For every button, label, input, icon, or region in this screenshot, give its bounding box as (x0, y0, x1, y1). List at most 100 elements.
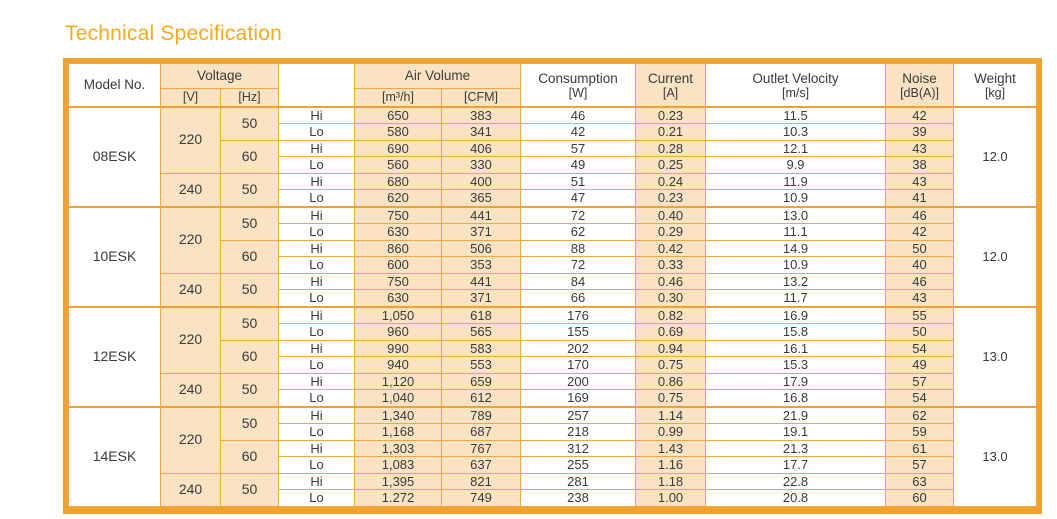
air-volume-m3h-cell: 1,303 (354, 439, 443, 457)
consumption-cell: 170 (520, 356, 637, 374)
outlet-velocity-cell: 14.9 (705, 239, 887, 257)
speed-cell: Hi (278, 472, 356, 490)
weight-cell: 12.0 (953, 205, 1038, 307)
air-volume-cfm-cell: 383 (441, 105, 522, 124)
noise-cell: 60 (885, 489, 955, 507)
spec-row: Lo 1,040 612 169 0.75 16.8 54 (69, 389, 1037, 407)
page-title: Technical Specification (65, 22, 283, 45)
spec-row: Lo 630 371 62 0.29 11.1 42 (69, 223, 1037, 241)
speed-cell: Lo (278, 289, 356, 307)
frequency-cell: 50 (219, 372, 280, 407)
consumption-cell: 88 (520, 239, 637, 257)
frequency-cell: 50 (219, 272, 280, 307)
noise-cell: 39 (885, 123, 955, 141)
voltage-cell: 240 (160, 372, 221, 407)
spec-row: Lo 630 371 66 0.30 11.7 43 (69, 289, 1037, 307)
weight-cell: 13.0 (953, 405, 1038, 507)
outlet-velocity-header-label: Outlet Velocity (752, 71, 839, 87)
speed-cell: Hi (278, 372, 356, 390)
air-volume-cfm-cell: 637 (441, 456, 522, 474)
current-cell: 0.40 (635, 205, 707, 224)
air-volume-m3h-cell: 1.272 (354, 489, 443, 507)
noise-cell: 63 (885, 472, 955, 490)
model-cell: 14ESK (68, 405, 161, 507)
outlet-velocity-cell: 17.7 (705, 456, 887, 474)
current-cell: 0.69 (635, 323, 707, 341)
noise-cell: 42 (885, 105, 955, 124)
model-no-header: Model No. (68, 63, 161, 107)
speed-cell: Hi (278, 205, 356, 224)
speed-cell: Lo (278, 256, 356, 274)
noise-cell: 61 (885, 439, 955, 457)
air-volume-m3h-cell: 690 (354, 139, 443, 157)
spec-row: 10ESK 220 50 Hi 750 441 72 0.40 13.0 46 12.0 (68, 205, 1038, 307)
consumption-cell: 202 (520, 339, 637, 357)
speed-cell: Hi (278, 272, 356, 290)
spec-row: 240 50 Hi 1,120 659 200 0.86 17.9 57 (69, 372, 1037, 407)
consumption-cell: 42 (520, 123, 637, 141)
air-volume-m3h-cell: 650 (354, 105, 443, 124)
spec-row: 240 50 Hi 1,395 821 281 1.18 22.8 63 (69, 472, 1037, 507)
spec-row: Lo 600 353 72 0.33 10.9 40 (69, 256, 1037, 274)
frequency-cell: 50 (219, 172, 280, 207)
current-cell: 0.99 (635, 423, 707, 441)
air-volume-m3h-cell: 1,395 (354, 472, 443, 490)
air-volume-cfm-cell: 821 (441, 472, 522, 490)
air-volume-m3h-cell: 680 (354, 172, 443, 190)
noise-cell: 59 (885, 423, 955, 441)
voltage-cell: 220 (160, 205, 221, 274)
frequency-cell: 50 (219, 305, 280, 341)
speed-cell: Hi (278, 339, 356, 357)
frequency-cell: 50 (219, 472, 280, 507)
spec-row: 14ESK 220 50 Hi 1,340 789 257 1.14 21.9 62 13.0 (68, 405, 1038, 507)
spec-row: 60 Hi 860 506 88 0.42 14.9 50 (69, 239, 1037, 274)
speed-cell: Hi (278, 305, 356, 324)
outlet-velocity-cell: 17.9 (705, 372, 887, 390)
current-cell: 0.46 (635, 272, 707, 290)
speed-cell: Lo (278, 456, 356, 474)
outlet-velocity-cell: 13.0 (705, 205, 887, 224)
spec-row: 08ESK 220 50 Hi 650 383 46 0.23 11.5 42 12.0 (68, 105, 1038, 207)
spec-row: 240 50 Hi 750 441 84 0.46 13.2 46 (69, 272, 1037, 307)
spec-row: 240 50 Hi 680 400 51 0.24 11.9 43 (69, 172, 1037, 207)
speed-cell: Hi (278, 139, 356, 157)
noise-cell: 42 (885, 223, 955, 241)
speed-cell: Lo (278, 123, 356, 141)
spec-row: Lo 620 365 47 0.23 10.9 41 (69, 189, 1037, 207)
header-row-units: [V] [Hz] [m³/h] [CFM] (69, 88, 1037, 107)
outlet-velocity-cell: 16.1 (705, 339, 887, 357)
consumption-cell: 47 (520, 189, 637, 207)
current-cell: 0.33 (635, 256, 707, 274)
outlet-velocity-cell: 15.8 (705, 323, 887, 341)
current-cell: 0.75 (635, 389, 707, 407)
air-volume-cfm-cell: 371 (441, 223, 522, 241)
noise-cell: 40 (885, 256, 955, 274)
voltage-v-unit-header: [V] (160, 88, 221, 107)
spec-row: Lo 960 565 155 0.69 15.8 50 (69, 323, 1037, 341)
spec-row: Lo 1,083 637 255 1.16 17.7 57 (69, 456, 1037, 474)
current-cell: 0.94 (635, 339, 707, 357)
consumption-cell: 155 (520, 323, 637, 341)
speed-cell: Lo (278, 323, 356, 341)
consumption-header-unit: [W] (568, 86, 588, 101)
current-cell: 1.43 (635, 439, 707, 457)
current-cell: 1.16 (635, 456, 707, 474)
spec-table-header: Model No. Voltage Air Volume Consumption… (68, 63, 1038, 107)
air-volume-m3h-cell: 1,050 (354, 305, 443, 324)
outlet-velocity-cell: 22.8 (705, 472, 887, 490)
outlet-velocity-cell: 16.9 (705, 305, 887, 324)
frequency-cell: 50 (219, 105, 280, 141)
current-cell: 0.24 (635, 172, 707, 190)
outlet-velocity-cell: 21.9 (705, 405, 887, 424)
consumption-cell: 200 (520, 372, 637, 390)
air-volume-cfm-cell: 612 (441, 389, 522, 407)
weight-cell: 12.0 (953, 105, 1038, 207)
air-volume-m3h-cell: 630 (354, 289, 443, 307)
voltage-cell: 240 (160, 472, 221, 507)
consumption-cell: 176 (520, 305, 637, 324)
technical-specification-table: Model No. Voltage Air Volume Consumption… (63, 58, 1043, 514)
consumption-cell: 84 (520, 272, 637, 290)
air-volume-m3h-cell: 1,340 (354, 405, 443, 424)
voltage-cell: 240 (160, 272, 221, 307)
noise-cell: 54 (885, 389, 955, 407)
